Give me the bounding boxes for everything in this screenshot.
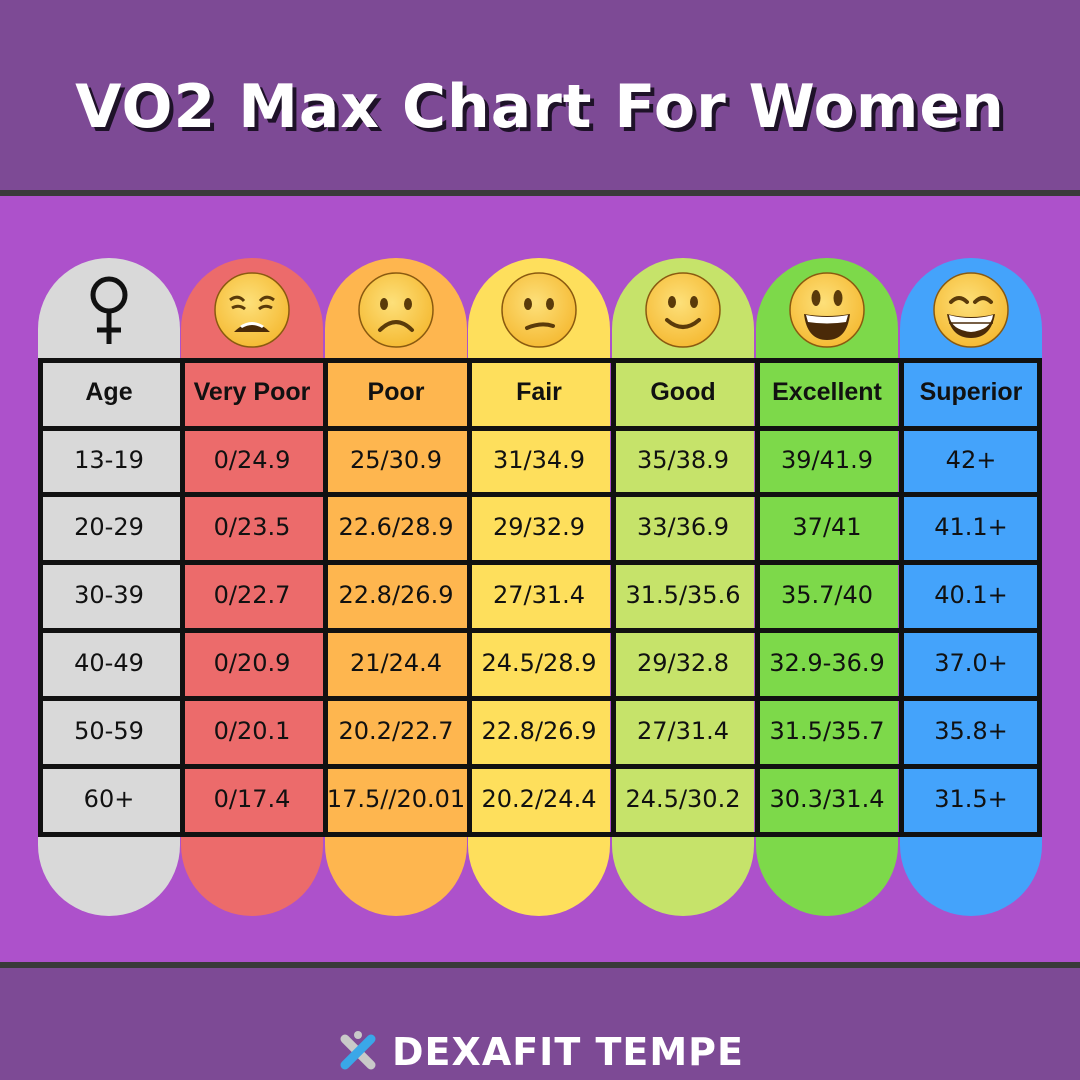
table-cell-superior: 31.5+ xyxy=(934,785,1008,813)
table-cell-good: 35/38.9 xyxy=(636,446,730,474)
table-cell-excellent: 32.9-36.9 xyxy=(769,649,885,677)
column-bg-fair xyxy=(468,258,610,916)
grid-column-line xyxy=(611,358,616,836)
table-cell-good: 24.5/30.2 xyxy=(625,785,741,813)
table-cell-age: 20-29 xyxy=(74,513,144,541)
grid-column-line xyxy=(180,358,185,836)
table-cell-very_poor: 0/20.1 xyxy=(213,717,291,745)
table-cell-poor: 22.8/26.9 xyxy=(338,581,454,609)
table-cell-excellent: 35.7/40 xyxy=(780,581,874,609)
frowning-face-icon xyxy=(325,268,467,352)
table-cell-superior: 41.1+ xyxy=(934,513,1008,541)
page-title: VO2 Max Chart For Women xyxy=(75,72,1005,142)
table-cell-poor: 21/24.4 xyxy=(349,649,443,677)
grid-column-line xyxy=(467,358,472,836)
table-cell-excellent: 31.5/35.7 xyxy=(769,717,885,745)
table-cell-fair: 31/34.9 xyxy=(492,446,586,474)
table-cell-poor: 22.6/28.9 xyxy=(338,513,454,541)
confused-face-icon xyxy=(468,268,610,352)
table-cell-fair: 27/31.4 xyxy=(492,581,586,609)
table-cell-very_poor: 0/22.7 xyxy=(213,581,291,609)
column-header-age: Age xyxy=(85,378,133,406)
table-cell-excellent: 37/41 xyxy=(792,513,862,541)
column-header-very_poor: Very Poor xyxy=(193,378,311,406)
table-cell-very_poor: 0/20.9 xyxy=(213,649,291,677)
grid-column-line xyxy=(38,358,43,836)
table-cell-poor: 20.2/22.7 xyxy=(338,717,454,745)
table-cell-fair: 24.5/28.9 xyxy=(481,649,597,677)
table-cell-very_poor: 0/17.4 xyxy=(213,785,291,813)
table-cell-good: 27/31.4 xyxy=(636,717,730,745)
footer-banner xyxy=(0,968,1080,1080)
table-cell-age: 50-59 xyxy=(74,717,144,745)
slightly-smiling-face-icon xyxy=(612,268,754,352)
column-bg-good xyxy=(612,258,754,916)
table-cell-good: 33/36.9 xyxy=(636,513,730,541)
column-header-superior: Superior xyxy=(919,378,1023,406)
female-symbol-icon xyxy=(38,268,180,352)
grid-column-line xyxy=(755,358,760,836)
grid-row-line xyxy=(38,764,1042,769)
grid-row-line xyxy=(38,492,1042,497)
column-bg-very_poor xyxy=(181,258,323,916)
table-cell-poor: 17.5//20.01 xyxy=(326,785,466,813)
grid-row-line xyxy=(38,696,1042,701)
table-cell-superior: 37.0+ xyxy=(934,649,1008,677)
table-cell-good: 31.5/35.6 xyxy=(625,581,741,609)
table-cell-superior: 42+ xyxy=(945,446,997,474)
column-bg-poor xyxy=(325,258,467,916)
grinning-face-icon xyxy=(756,268,898,352)
table-cell-fair: 22.8/26.9 xyxy=(481,717,597,745)
column-header-fair: Fair xyxy=(516,378,562,406)
table-cell-very_poor: 0/23.5 xyxy=(213,513,291,541)
column-bg-age xyxy=(38,258,180,916)
table-cell-fair: 20.2/24.4 xyxy=(481,785,597,813)
grid-column-line xyxy=(323,358,328,836)
table-cell-good: 29/32.8 xyxy=(636,649,730,677)
column-bg-excellent xyxy=(756,258,898,916)
table-cell-age: 30-39 xyxy=(74,581,144,609)
table-cell-superior: 35.8+ xyxy=(934,717,1008,745)
table-cell-excellent: 39/41.9 xyxy=(780,446,874,474)
table-cell-poor: 25/30.9 xyxy=(349,446,443,474)
grid-column-line xyxy=(1037,358,1042,836)
table-grid xyxy=(38,358,1042,837)
table-cell-age: 60+ xyxy=(83,785,135,813)
brand-name: DEXAFIT TEMPE xyxy=(392,1030,744,1074)
table-cell-superior: 40.1+ xyxy=(934,581,1008,609)
table-cell-very_poor: 0/24.9 xyxy=(213,446,291,474)
table-cell-age: 40-49 xyxy=(74,649,144,677)
table-cell-excellent: 30.3/31.4 xyxy=(769,785,885,813)
title-banner: VO2 Max Chart For Women xyxy=(0,0,1080,196)
dexafit-x-logo-icon xyxy=(340,1031,376,1070)
column-header-poor: Poor xyxy=(367,378,425,406)
brand: DEXAFIT TEMPE xyxy=(0,1030,1080,1074)
grid-row-line xyxy=(38,628,1042,633)
table-cell-age: 13-19 xyxy=(74,446,144,474)
beaming-face-icon xyxy=(900,268,1042,352)
grid-row-line xyxy=(38,358,1042,363)
grid-row-line xyxy=(38,560,1042,565)
column-header-good: Good xyxy=(650,378,716,406)
column-header-excellent: Excellent xyxy=(772,378,882,406)
grid-row-line xyxy=(38,832,1042,837)
column-bg-superior xyxy=(900,258,1042,916)
weary-face-icon xyxy=(181,268,323,352)
table-cell-fair: 29/32.9 xyxy=(492,513,586,541)
grid-row-line xyxy=(38,426,1042,431)
grid-column-line xyxy=(899,358,904,836)
